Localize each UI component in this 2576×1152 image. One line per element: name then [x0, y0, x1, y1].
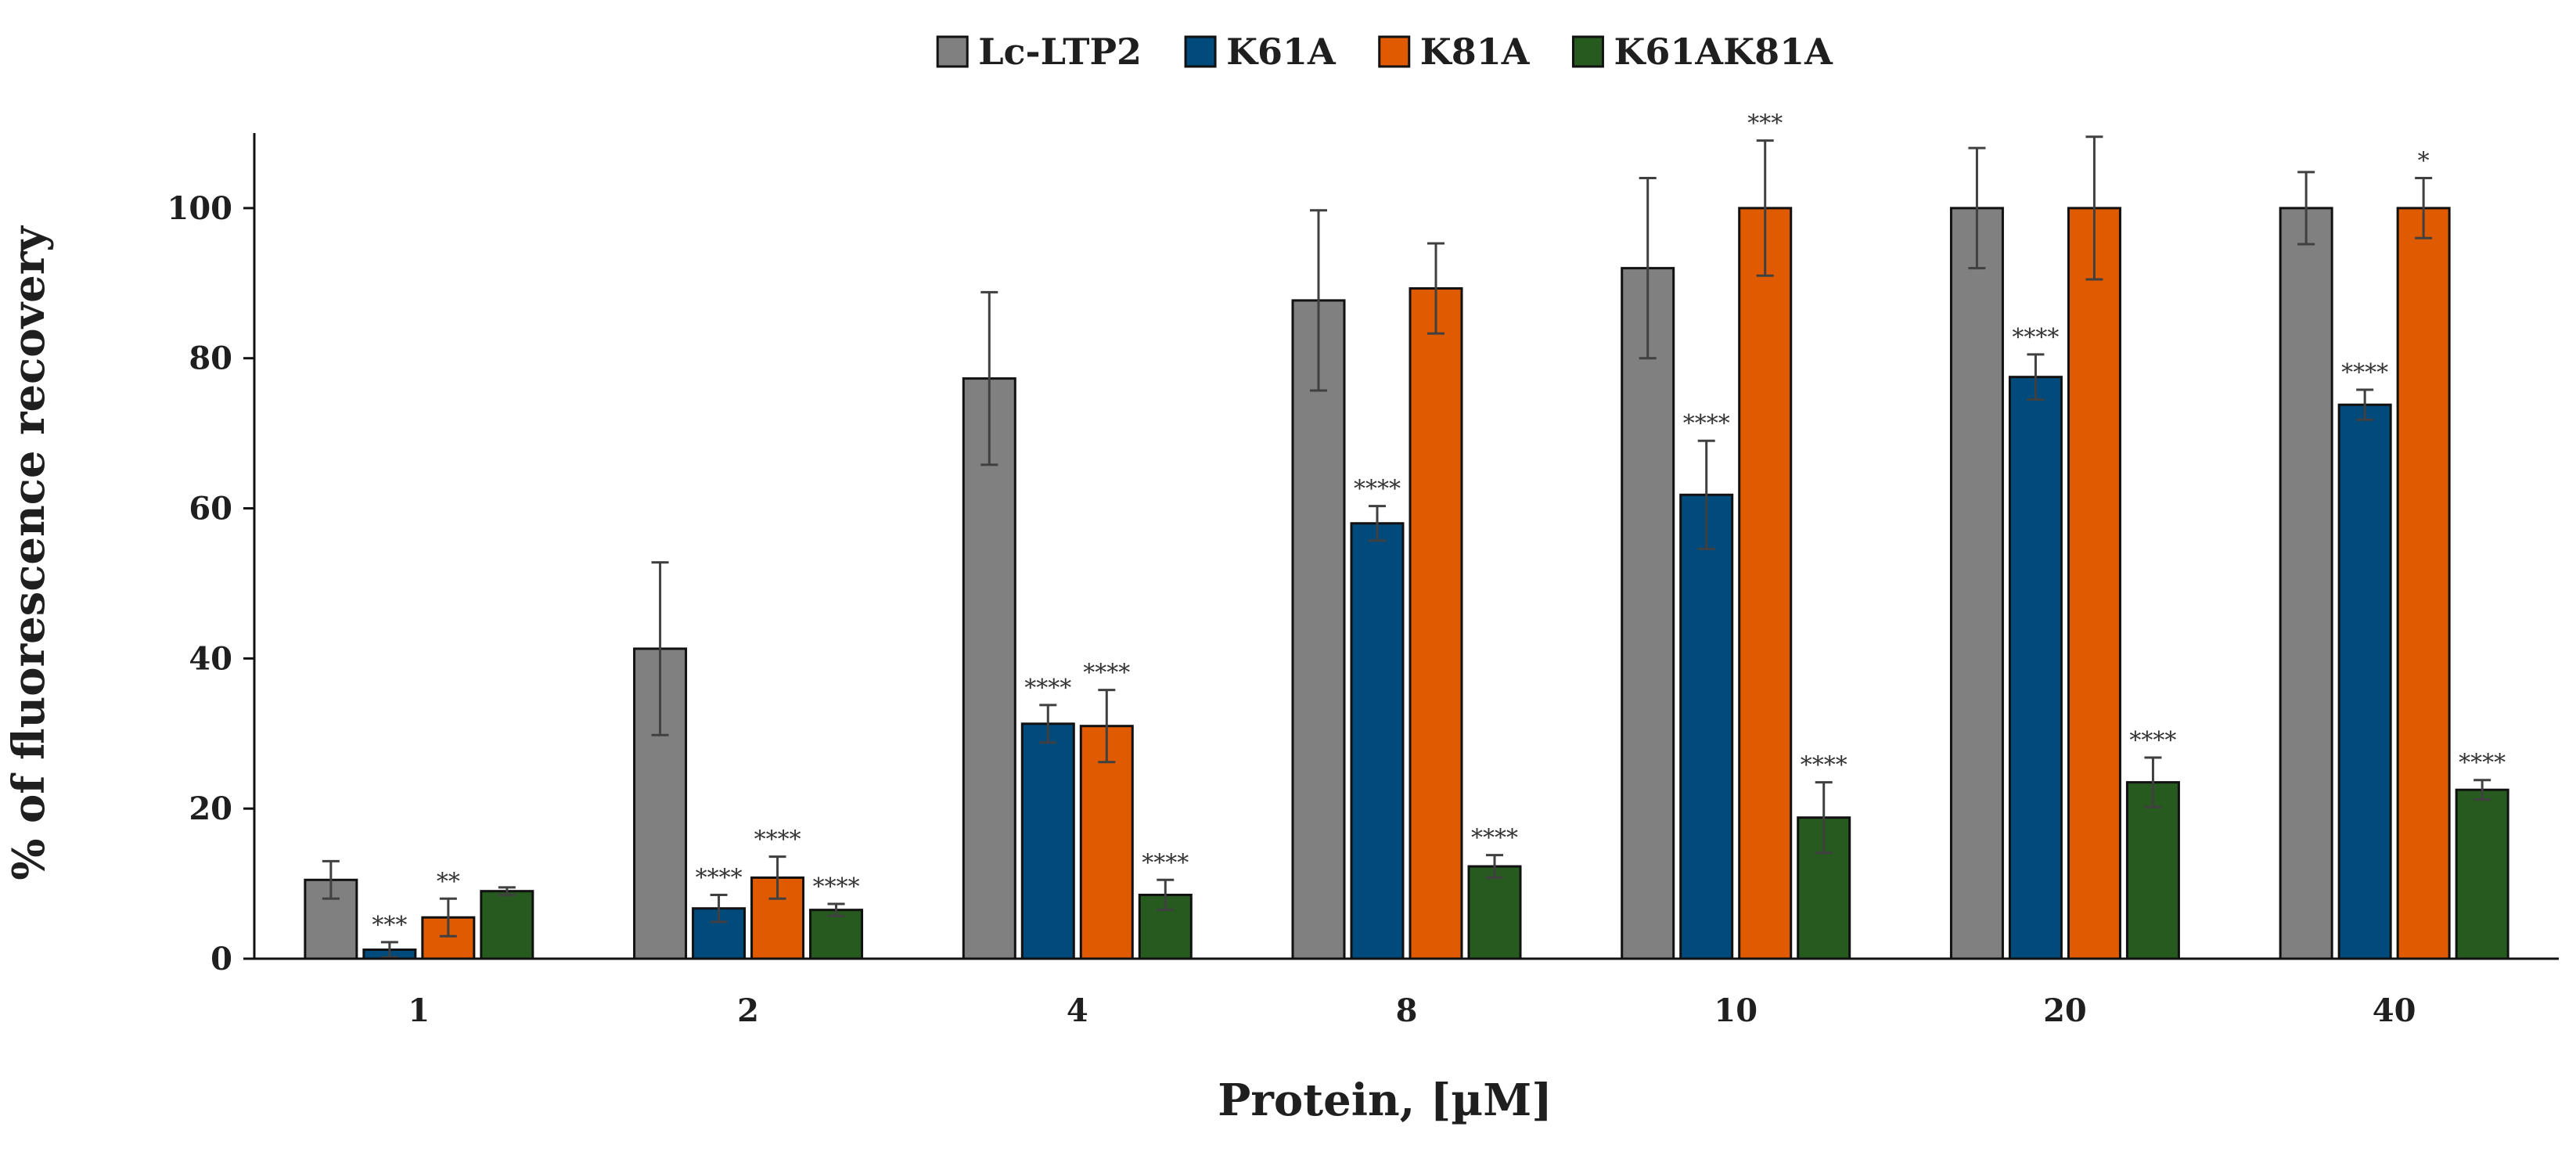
- significance-label-K61A-8: ****: [1354, 476, 1401, 503]
- y-tick-label: 60: [189, 491, 232, 527]
- error-bar-K61A-1: [380, 941, 398, 959]
- bar-Lc-LTP2-10: [1621, 267, 1675, 960]
- error-bar-K81A-8: [1427, 242, 1445, 335]
- significance-label-K61AK81A-10: ****: [1801, 752, 1847, 779]
- x-tick-label: 1: [408, 992, 430, 1029]
- legend-item-Lc-LTP2: Lc-LTP2: [936, 31, 1142, 73]
- significance-label-K61AK81A-20: ****: [2129, 727, 2176, 754]
- bar-K61A-20: [2008, 376, 2063, 960]
- y-tick-label: 40: [189, 640, 232, 677]
- legend-label: Lc-LTP2: [978, 31, 1142, 73]
- significance-label-K61A-1: ***: [372, 912, 407, 939]
- error-bar-Lc-LTP2-20: [1968, 146, 1986, 270]
- y-axis-title: % of fluorescence recovery: [3, 225, 55, 880]
- axes: 0 20 40 60 80 100 1 2 4 8 10 20 40: [167, 133, 2559, 1029]
- bar-K61A-40: [2337, 403, 2392, 960]
- error-bar-Lc-LTP2-40: [2297, 171, 2315, 246]
- bar-K81A-8: [1409, 287, 1463, 960]
- error-bar-Lc-LTP2-2: [651, 561, 669, 736]
- x-tick-label: 20: [2043, 992, 2087, 1029]
- bar-K81A-20: [2067, 207, 2121, 960]
- error-bar-Lc-LTP2-4: [980, 290, 998, 466]
- error-bar-Lc-LTP2-10: [1639, 177, 1657, 360]
- error-bar-K81A-4: [1098, 689, 1116, 764]
- error-bar-K61A-4: [1039, 704, 1057, 744]
- bar-Lc-LTP2-40: [2279, 207, 2333, 960]
- bar-K81A-40: [2396, 207, 2451, 960]
- error-bar-Lc-LTP2-1: [322, 859, 340, 900]
- x-tick-label: 4: [1067, 992, 1088, 1029]
- error-bar-K61A-20: [2027, 353, 2045, 401]
- x-tick-label: 2: [737, 992, 759, 1029]
- significance-label-K61AK81A-2: ****: [813, 873, 860, 901]
- error-bar-K81A-2: [768, 855, 786, 900]
- bar-K81A-10: [1738, 207, 1793, 960]
- bar-K61AK81A-40: [2455, 788, 2509, 960]
- significance-label-K61A-20: ****: [2012, 324, 2059, 351]
- significance-label-K81A-1: **: [437, 868, 460, 895]
- bar-K61AK81A-20: [2125, 781, 2180, 960]
- legend-item-K81A: K81A: [1378, 31, 1531, 73]
- error-bar-K61AK81A-20: [2144, 756, 2162, 808]
- error-bar-K61AK81A-4: [1157, 878, 1175, 912]
- legend-item-K61A: K61A: [1184, 31, 1337, 73]
- significance-label-K81A-2: ****: [754, 826, 801, 854]
- legend-item-K61AK81A: K61AK81A: [1571, 31, 1833, 73]
- significance-label-K61A-2: ****: [696, 864, 743, 891]
- error-bar-K61A-40: [2356, 388, 2374, 421]
- error-bar-K61AK81A-8: [1486, 854, 1503, 879]
- bar-K61AK81A-8: [1467, 865, 1522, 960]
- y-tick-label: 20: [189, 790, 232, 827]
- significance-label-K61A-4: ****: [1024, 675, 1071, 702]
- error-bar-K61AK81A-40: [2473, 779, 2491, 801]
- y-tick-label: 100: [167, 190, 233, 227]
- significance-label-K81A-4: ****: [1083, 660, 1130, 687]
- legend-swatch: [1378, 35, 1411, 68]
- error-bar-K61A-10: [1697, 439, 1715, 550]
- legend-swatch: [936, 35, 969, 68]
- significance-label-K81A-10: ***: [1747, 110, 1783, 138]
- x-tick-label: 10: [1714, 992, 1758, 1029]
- significance-label-K81A-40: *: [2418, 148, 2430, 175]
- bar-K61A-8: [1350, 522, 1405, 960]
- y-tick-label: 80: [189, 340, 232, 377]
- bar-Lc-LTP2-8: [1291, 299, 1346, 960]
- y-tick-label: 0: [210, 941, 232, 977]
- legend-label: K81A: [1420, 31, 1531, 73]
- legend-swatch: [1571, 35, 1604, 68]
- error-bar-K81A-10: [1756, 139, 1774, 277]
- legend-label: K61AK81A: [1614, 31, 1833, 73]
- significance-label-K61A-10: ****: [1683, 410, 1730, 437]
- x-tick-label: 8: [1396, 992, 1418, 1029]
- bar-K81A-4: [1079, 725, 1134, 960]
- significance-label-K61AK81A-4: ****: [1142, 849, 1189, 877]
- error-bar-Lc-LTP2-8: [1310, 209, 1327, 392]
- x-tick-label: 40: [2373, 992, 2416, 1029]
- bar-Lc-LTP2-20: [1949, 207, 2004, 960]
- bars: [304, 207, 2509, 960]
- error-bar-K81A-1: [439, 897, 457, 938]
- bar-K61A-10: [1679, 493, 1734, 960]
- error-bar-K61AK81A-10: [1815, 781, 1833, 855]
- significance-label-K61AK81A-8: ****: [1471, 825, 1518, 852]
- error-bar-K81A-40: [2415, 177, 2433, 239]
- error-bar-K61A-8: [1369, 505, 1386, 542]
- x-axis-title: Protein, [µM]: [1218, 1075, 1552, 1126]
- legend: Lc-LTP2 K61A K81A K61AK81A: [936, 31, 1833, 73]
- bar-K61A-4: [1020, 722, 1075, 960]
- bar-K61AK81A-1: [480, 890, 534, 960]
- error-bars: [322, 135, 2491, 959]
- legend-label: K61A: [1226, 31, 1337, 73]
- error-bar-K81A-20: [2085, 135, 2103, 281]
- legend-swatch: [1184, 35, 1217, 68]
- significance-labels: ****************************************…: [372, 110, 2506, 939]
- error-bar-K61AK81A-1: [498, 886, 516, 896]
- significance-label-K61A-40: ****: [2341, 359, 2388, 387]
- error-bar-K61AK81A-2: [827, 902, 845, 917]
- error-bar-K61A-2: [710, 893, 728, 923]
- bar-K61AK81A-2: [809, 909, 864, 960]
- significance-label-K61AK81A-40: ****: [2459, 750, 2506, 777]
